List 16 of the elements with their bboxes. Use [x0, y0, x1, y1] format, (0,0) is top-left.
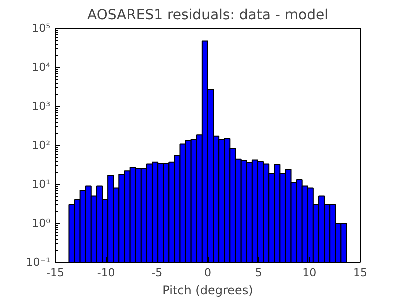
x-tick-label: 0 — [204, 266, 212, 280]
x-tick-label: -15 — [46, 266, 64, 280]
y-tick-label: 10³ — [32, 100, 51, 113]
x-tick-label: 15 — [354, 266, 368, 280]
y-tick-label: 10⁵ — [32, 22, 51, 35]
y-tick-label: 10⁻¹ — [26, 256, 51, 269]
y-tick-label: 10⁴ — [32, 61, 52, 74]
y-tick-label: 10¹ — [32, 178, 51, 191]
chart-title: AOSARES1 residuals: data - model — [88, 8, 328, 24]
x-tick-label: -10 — [97, 266, 116, 280]
x-axis-title: Pitch (degrees) — [162, 284, 254, 298]
x-tick-label: -5 — [152, 266, 163, 280]
x-tick-label: 10 — [302, 266, 317, 280]
x-tick-label: 5 — [255, 266, 262, 280]
y-tick-label: 10² — [32, 139, 51, 152]
y-tick-label: 10⁰ — [32, 217, 52, 230]
